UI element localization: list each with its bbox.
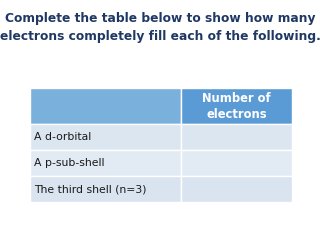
- Bar: [30, 88, 181, 124]
- Bar: [181, 124, 292, 150]
- Text: Number of
electrons: Number of electrons: [202, 91, 271, 120]
- Text: A p-sub-shell: A p-sub-shell: [34, 158, 105, 168]
- Text: The third shell (n=3): The third shell (n=3): [34, 184, 147, 194]
- Bar: [30, 150, 181, 176]
- Bar: [30, 124, 181, 150]
- Bar: [30, 176, 181, 202]
- Bar: [181, 176, 292, 202]
- Text: electrons completely fill each of the following.: electrons completely fill each of the fo…: [0, 30, 320, 43]
- Bar: [181, 88, 292, 124]
- Text: A d-orbital: A d-orbital: [34, 132, 91, 142]
- Bar: [181, 150, 292, 176]
- Text: Complete the table below to show how many: Complete the table below to show how man…: [5, 12, 315, 25]
